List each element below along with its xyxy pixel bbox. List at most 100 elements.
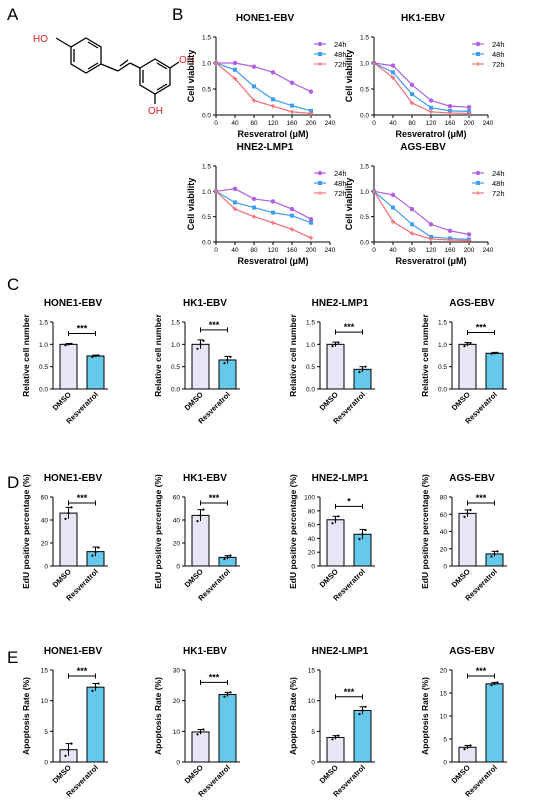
chart-title: AGS-EBV [449,646,495,657]
y-tick-label: 5 [44,729,48,736]
series-line [373,190,470,235]
y-axis-label: Apoptosis Rate (%) [21,677,31,755]
replicate-point [202,508,205,511]
data-point [428,98,434,103]
data-point [428,109,434,115]
y-tick-label: 1.0 [438,342,447,349]
replicate-point [94,551,97,554]
legend-marker [475,41,481,47]
data-point [252,205,256,210]
replicate-point [229,554,232,557]
y-axis-label: EdU positive percentage (%) [153,474,163,589]
data-point [391,70,395,75]
replicate-point [469,341,472,345]
y-axis-label: Relative cell number [288,313,298,396]
significance-marker: *** [77,666,88,676]
data-point [390,63,396,68]
replicate-point [202,339,205,342]
y-tick-label: 0 [311,564,315,571]
x-category-label: DMSO [450,390,472,412]
bar-chart: HK1-EBV 0 20 40 60 EdU positive percentage (%… [153,473,240,603]
legend-label: 48h [334,50,347,59]
data-point [289,206,295,212]
y-tick-label: 20 [41,541,49,548]
x-category-label: DMSO [183,390,205,412]
bar [59,512,78,567]
x-category-label: DMSO [450,567,472,589]
data-point [447,237,453,243]
data-point [289,80,295,85]
significance-marker: *** [476,493,487,503]
y-tick-label: 1.0 [171,342,180,349]
data-point [270,199,276,204]
y-axis-label: Cell viability [344,50,354,103]
x-category-label: DMSO [318,390,340,412]
y-tick-label: 0.5 [171,364,180,371]
data-point [447,110,453,116]
chart-title: HK1-EBV [183,298,227,309]
y-tick-label: 0.5 [306,364,315,371]
x-tick-label: 160 [287,120,298,127]
bar [59,343,78,390]
series-line [373,190,470,241]
replicate-point [91,554,94,557]
replicate-point [490,352,493,355]
x-tick-label: 0 [372,247,376,254]
x-category-label: DMSO [51,567,73,589]
bar [218,359,237,390]
replicate-point [223,558,226,561]
replicate-point [496,351,499,354]
significance-marker: *** [209,493,220,503]
data-point [271,97,275,102]
y-axis-label: EdU positive percentage (%) [288,474,298,589]
y-tick-label: 10 [173,729,181,736]
replicate-point [97,546,100,549]
data-point [308,111,314,116]
y-tick-label: 0.0 [202,113,211,120]
significance-marker: *** [476,666,487,676]
data-point [251,214,257,219]
data-point [233,200,237,205]
bar [458,746,477,763]
x-category-label: DMSO [450,763,472,785]
replicate-point [334,736,337,739]
data-point [410,92,414,97]
replicate-point [496,681,499,684]
hydroxyl-label-bottom: OH [148,106,163,117]
y-axis-label: EdU positive percentage (%) [420,474,430,589]
replicate-point [463,515,466,518]
line-chart: HK1-EBV 0.0 0.5 1.0 1.5 0 40 80 120 160 200 240 Resv… [344,13,505,139]
significance-marker: *** [344,687,355,697]
data-point [289,227,295,232]
x-tick-label: 160 [445,247,456,254]
left-benzene-ring [70,37,102,74]
data-point [213,189,219,194]
y-tick-label: 1.5 [202,164,211,171]
legend-marker [476,52,480,56]
data-point [409,100,415,106]
y-tick-label: 60 [440,512,448,519]
data-point [466,111,472,116]
legend-marker [318,62,322,66]
right-ring-double-bond [156,83,168,91]
data-point [252,84,256,89]
replicate-point [361,368,364,371]
significance-marker: *** [344,322,355,332]
y-tick-label: 0.0 [360,113,369,120]
y-tick-label: 0.5 [438,364,447,371]
replicate-point [334,518,337,521]
replicate-point [67,748,70,751]
chart-title: HK1-EBV [183,646,227,657]
x-category-label: DMSO [183,763,205,785]
replicate-point [490,684,493,687]
x-tick-label: 40 [231,120,239,127]
replicate-point [493,552,496,556]
series-line [373,62,470,108]
y-tick-label: 1.0 [39,342,48,349]
y-tick-label: 1.5 [306,320,315,327]
x-category-label: DMSO [51,390,73,412]
x-tick-label: 160 [445,120,456,127]
y-tick-label: 20 [440,546,448,553]
